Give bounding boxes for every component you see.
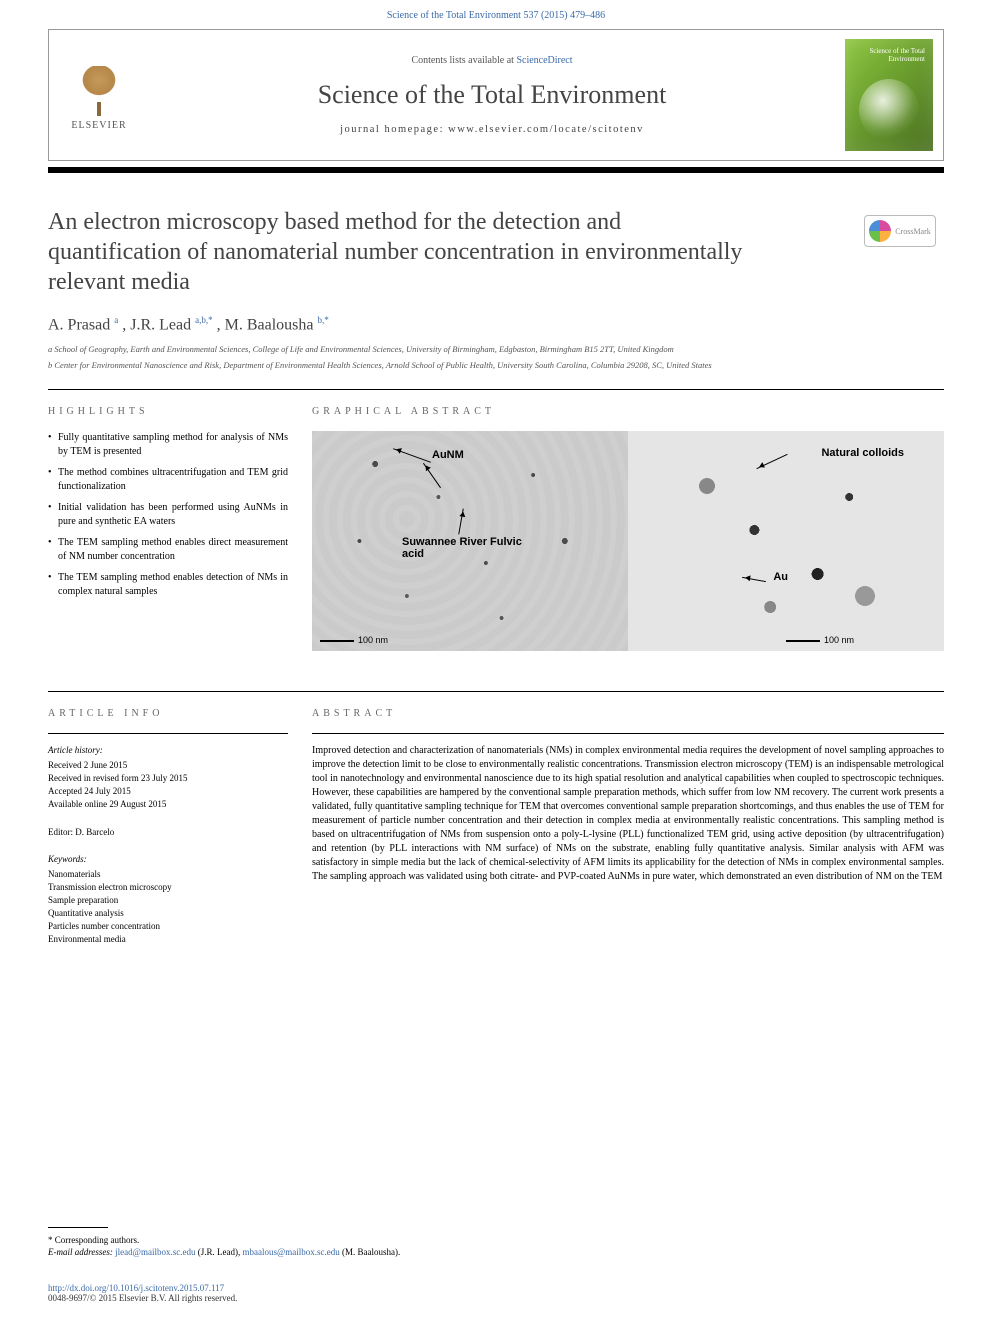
doi-block: http://dx.doi.org/10.1016/j.scitotenv.20… <box>48 1283 944 1303</box>
author-3: , M. Baalousha <box>217 316 318 333</box>
abstract-label: ABSTRACT <box>312 708 944 719</box>
ga-scale-right: 100 nm <box>786 635 854 645</box>
doi-link[interactable]: http://dx.doi.org/10.1016/j.scitotenv.20… <box>48 1283 224 1293</box>
journal-name: Science of the Total Environment <box>149 80 835 110</box>
keyword: Quantitative analysis <box>48 907 288 920</box>
email-after-2: (M. Baalousha). <box>342 1247 400 1257</box>
email-line: E-mail addresses: jlead@mailbox.sc.edu (… <box>48 1246 944 1259</box>
rule-above-abstract <box>48 691 944 692</box>
citation-text: Science of the Total Environment 537 (20… <box>387 10 605 21</box>
ga-label-aunm: AuNM <box>432 449 464 461</box>
author-3-aff: b,* <box>317 315 328 325</box>
title-block: An electron microscopy based method for … <box>48 207 944 297</box>
abstract-rule <box>312 733 944 734</box>
abstract-column: ABSTRACT Improved detection and characte… <box>312 708 944 960</box>
affiliation-a: a School of Geography, Earth and Environ… <box>48 344 944 355</box>
footer: * Corresponding authors. E-mail addresse… <box>0 1227 992 1323</box>
article-title: An electron microscopy based method for … <box>48 207 748 297</box>
history-line: Available online 29 August 2015 <box>48 798 288 811</box>
citation-header: Science of the Total Environment 537 (20… <box>0 0 992 29</box>
abstract-text: Improved detection and characterization … <box>312 744 944 884</box>
crossmark-label: CrossMark <box>895 227 931 236</box>
highlights-column: HIGHLIGHTS Fully quantitative sampling m… <box>48 406 288 651</box>
email-after-1: (J.R. Lead), <box>198 1247 243 1257</box>
homepage-line: journal homepage: www.elsevier.com/locat… <box>149 124 835 135</box>
elsevier-tree-icon <box>71 60 127 116</box>
rule-above-highlights <box>48 389 944 390</box>
ga-label-natural: Natural colloids <box>821 447 904 459</box>
sciencedirect-link[interactable]: ScienceDirect <box>516 55 572 66</box>
crossmark-icon <box>869 220 891 242</box>
graphical-abstract-column: GRAPHICAL ABSTRACT AuNM Suwannee River F… <box>312 406 944 651</box>
keyword: Transmission electron microscopy <box>48 881 288 894</box>
email-link-1[interactable]: jlead@mailbox.sc.edu <box>115 1247 195 1257</box>
keywords-title: Keywords: <box>48 853 288 866</box>
ga-label-srf: Suwannee River Fulvic acid <box>402 536 522 560</box>
keyword: Sample preparation <box>48 894 288 907</box>
header-underline <box>48 167 944 173</box>
ga-right-panel <box>628 431 944 651</box>
highlights-list: Fully quantitative sampling method for a… <box>48 431 288 598</box>
keyword: Nanomaterials <box>48 868 288 881</box>
journal-header: ELSEVIER Contents lists available at Sci… <box>48 29 944 161</box>
highlight-item: Initial validation has been performed us… <box>48 501 288 528</box>
article-info-column: ARTICLE INFO Article history: Received 2… <box>48 708 288 960</box>
keyword: Particles number concentration <box>48 920 288 933</box>
author-2: , J.R. Lead <box>122 316 195 333</box>
highlight-item: The TEM sampling method enables direct m… <box>48 536 288 563</box>
info-abstract-row: ARTICLE INFO Article history: Received 2… <box>48 708 944 960</box>
authors: A. Prasad a , J.R. Lead a,b,* , M. Baalo… <box>48 315 944 334</box>
history-line: Received 2 June 2015 <box>48 759 288 772</box>
highlight-item: The method combines ultracentrifugation … <box>48 466 288 493</box>
corresponding-note: * Corresponding authors. <box>48 1234 944 1247</box>
crossmark-badge[interactable]: CrossMark <box>864 215 936 247</box>
ga-label-au: Au <box>773 571 788 583</box>
history-title: Article history: <box>48 744 288 757</box>
publisher-name: ELSEVIER <box>71 120 126 131</box>
highlights-label: HIGHLIGHTS <box>48 406 288 417</box>
contents-pre: Contents lists available at <box>411 55 516 66</box>
info-rule <box>48 733 288 734</box>
highlight-item: Fully quantitative sampling method for a… <box>48 431 288 458</box>
footnote-rule <box>48 1227 108 1228</box>
graphical-abstract-image: AuNM Suwannee River Fulvic acid Natural … <box>312 431 944 651</box>
cover-text: Science of the Total Environment <box>853 47 925 63</box>
publisher-logo: ELSEVIER <box>49 30 149 160</box>
history-line: Accepted 24 July 2015 <box>48 785 288 798</box>
keyword: Environmental media <box>48 933 288 946</box>
author-1-aff: a <box>114 315 118 325</box>
keywords: Keywords: Nanomaterials Transmission ele… <box>48 853 288 946</box>
copyright: 0048-9697/© 2015 Elsevier B.V. All right… <box>48 1293 944 1303</box>
article-info-label: ARTICLE INFO <box>48 708 288 719</box>
highlight-item: The TEM sampling method enables detectio… <box>48 571 288 598</box>
highlights-ga-row: HIGHLIGHTS Fully quantitative sampling m… <box>48 406 944 651</box>
affiliation-b: b Center for Environmental Nanoscience a… <box>48 360 944 371</box>
history-line: Received in revised form 23 July 2015 <box>48 772 288 785</box>
ga-scale-left: 100 nm <box>320 635 388 645</box>
ga-label: GRAPHICAL ABSTRACT <box>312 406 944 417</box>
email-label: E-mail addresses: <box>48 1247 115 1257</box>
editor: Editor: D. Barcelo <box>48 826 288 839</box>
email-link-2[interactable]: mbaalous@mailbox.sc.edu <box>242 1247 339 1257</box>
header-center: Contents lists available at ScienceDirec… <box>149 55 835 135</box>
article-history: Article history: Received 2 June 2015 Re… <box>48 744 288 811</box>
author-1: A. Prasad <box>48 316 114 333</box>
contents-line: Contents lists available at ScienceDirec… <box>149 55 835 66</box>
journal-cover-thumb: Science of the Total Environment <box>845 39 933 151</box>
author-2-aff: a,b,* <box>195 315 213 325</box>
